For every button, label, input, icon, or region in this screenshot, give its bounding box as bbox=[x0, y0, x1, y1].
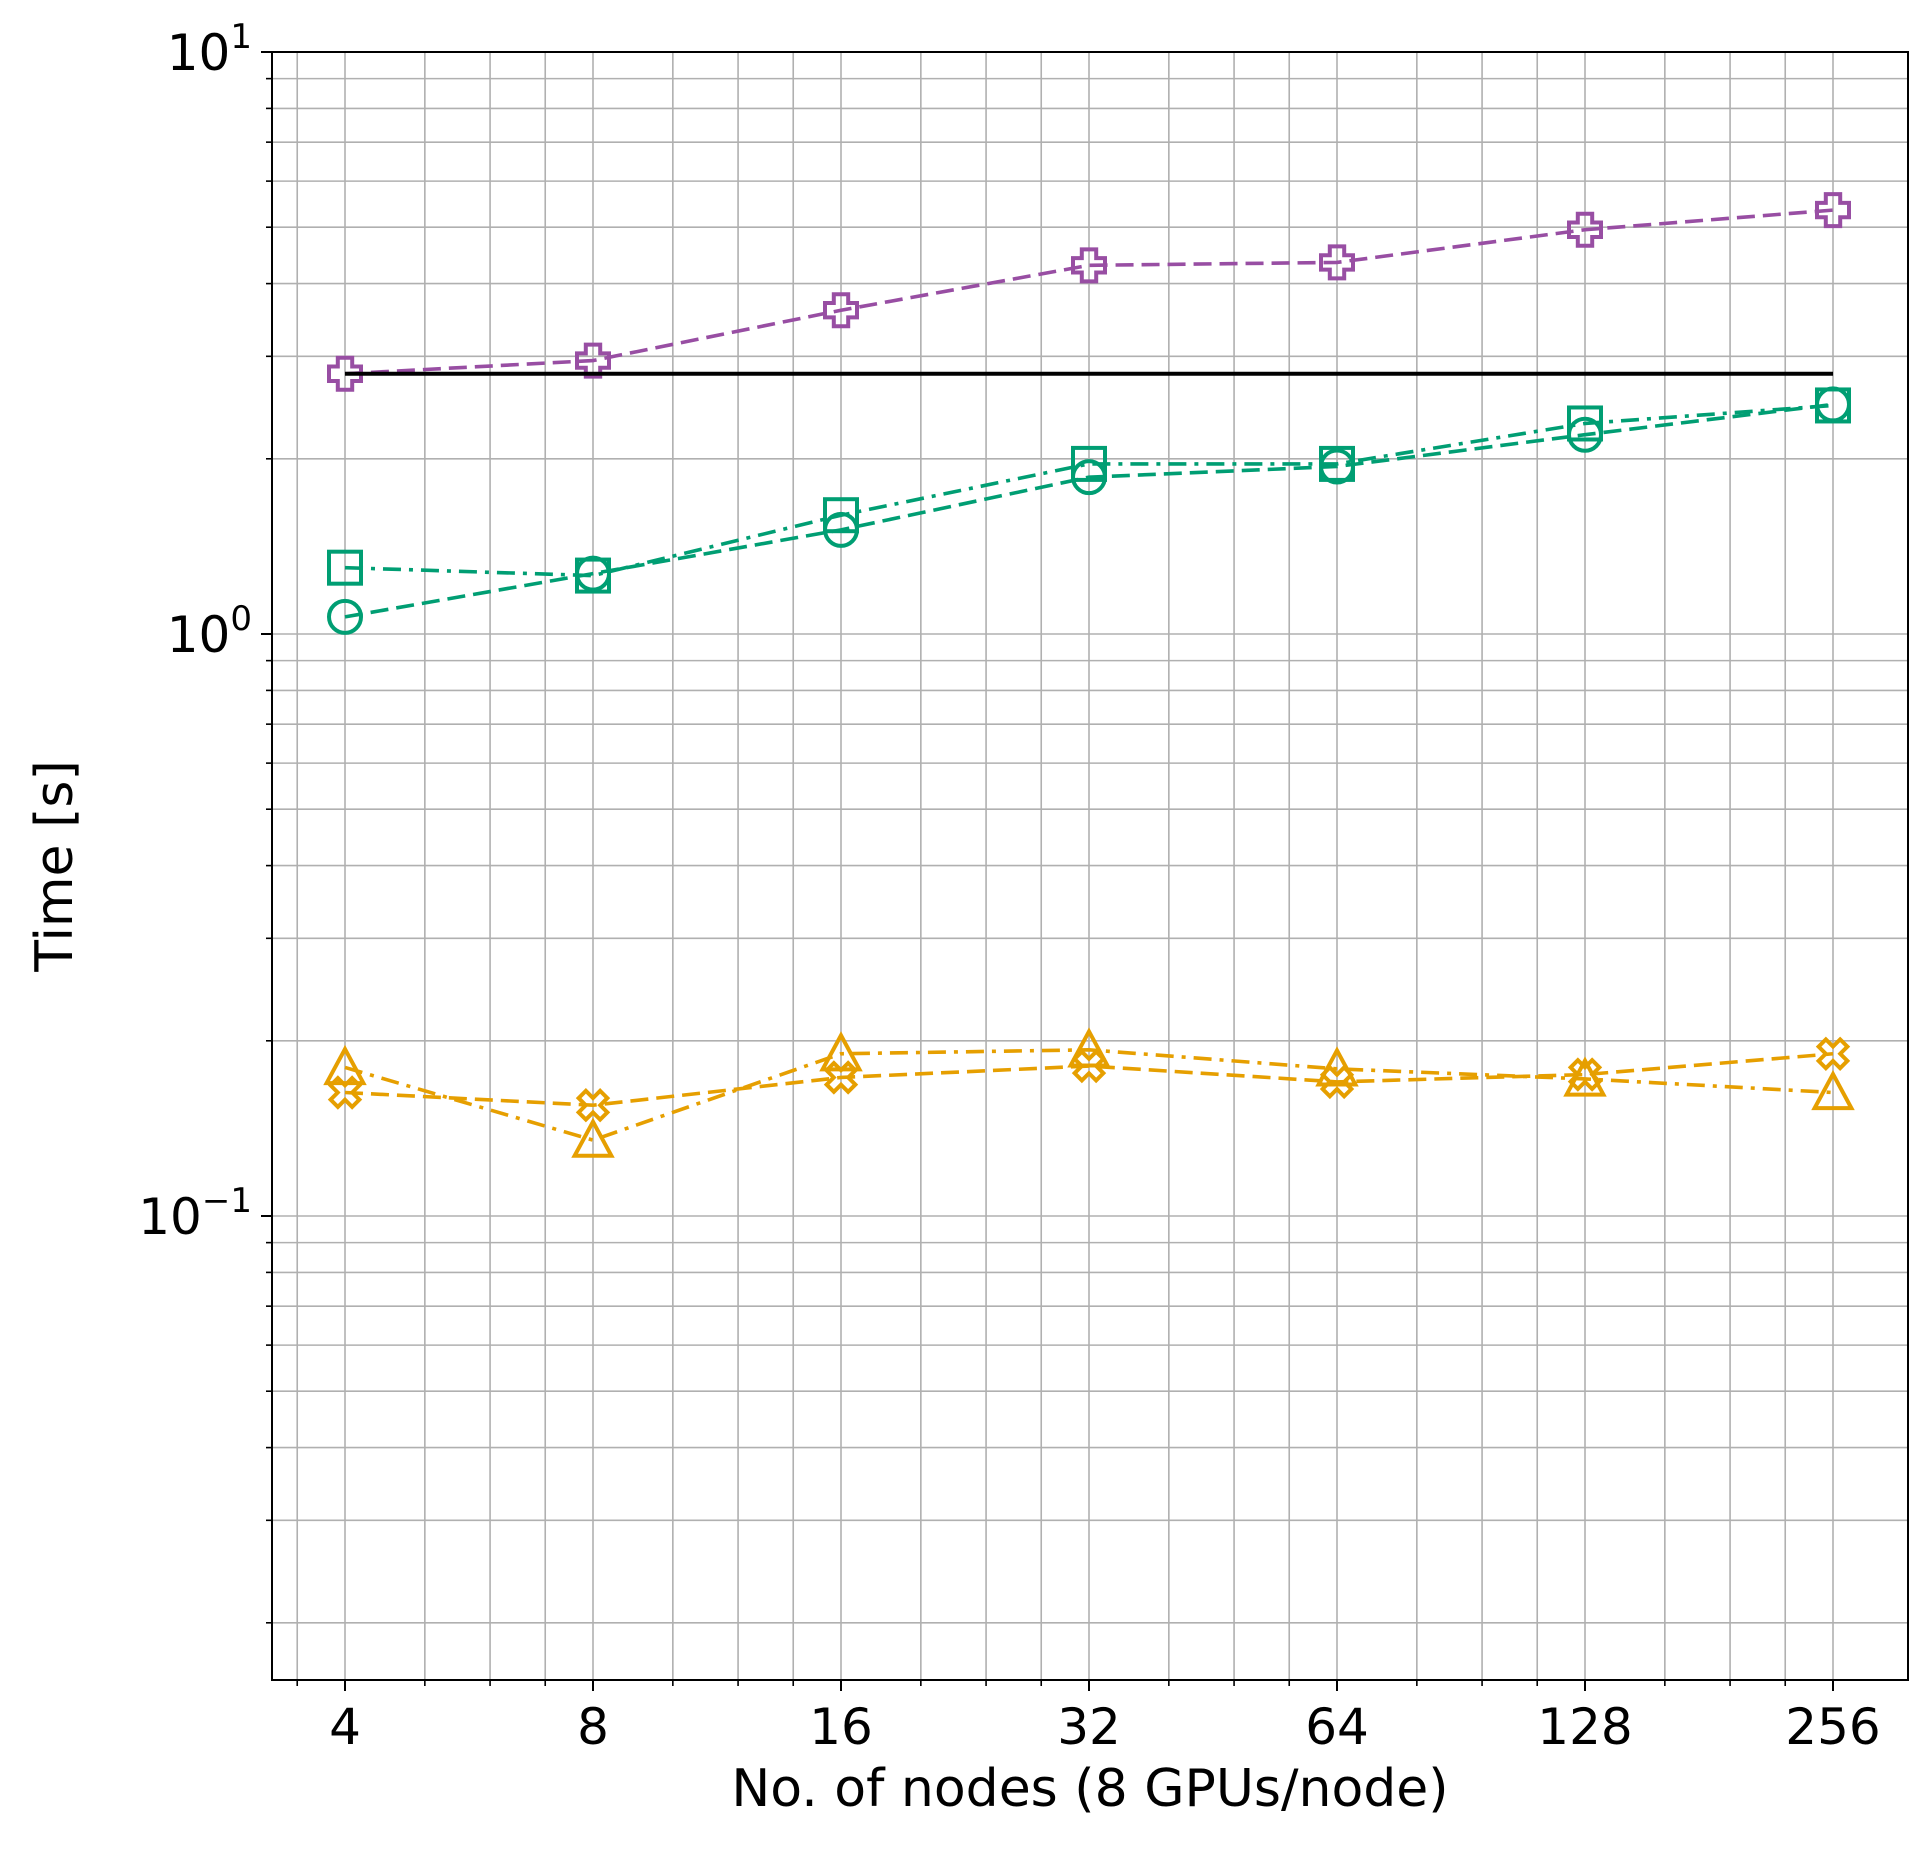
circle-marker bbox=[327, 598, 363, 635]
series-line bbox=[344, 402, 1834, 619]
series-line bbox=[344, 403, 1834, 578]
circle-marker bbox=[1567, 416, 1603, 453]
x-marker bbox=[1071, 1048, 1107, 1084]
x-tick-label: 16 bbox=[809, 1698, 873, 1756]
x-tick-label: 32 bbox=[1057, 1698, 1121, 1756]
triangle-marker bbox=[571, 1117, 615, 1158]
square-marker bbox=[1071, 445, 1107, 482]
x-marker bbox=[1815, 1036, 1851, 1071]
series-line bbox=[344, 208, 1834, 376]
grid-lines bbox=[272, 51, 1908, 1680]
triangle-marker bbox=[1067, 1027, 1111, 1068]
y-tick-label: 101 bbox=[167, 17, 252, 82]
x-tick-label: 8 bbox=[577, 1698, 609, 1756]
square-marker bbox=[1567, 405, 1603, 442]
plus-marker bbox=[823, 292, 859, 329]
x-tick-label: 256 bbox=[1785, 1698, 1880, 1756]
axis-ticks: 4 8 16 32 64 128 256 101 100 10−1 bbox=[138, 17, 1880, 1756]
circle-marker bbox=[1071, 459, 1107, 496]
circle-marker bbox=[1319, 448, 1355, 485]
plus-marker bbox=[1567, 211, 1603, 248]
series-3 bbox=[327, 386, 1851, 635]
x-marker bbox=[327, 1075, 363, 1110]
x-axis-label: No. of nodes (8 GPUs/node) bbox=[731, 1759, 1448, 1819]
y-tick-label: 10−1 bbox=[138, 1181, 252, 1246]
x-marker bbox=[1567, 1057, 1603, 1092]
y-tick-label: 100 bbox=[167, 599, 252, 664]
circle-marker bbox=[575, 555, 611, 592]
plus-marker bbox=[575, 342, 611, 379]
plus-marker bbox=[1815, 192, 1851, 229]
plus-marker bbox=[1071, 247, 1107, 284]
series-5 bbox=[327, 1036, 1851, 1123]
x-tick-label: 4 bbox=[329, 1698, 361, 1756]
circle-marker bbox=[823, 511, 859, 548]
series-line bbox=[344, 1048, 1834, 1143]
triangle-marker bbox=[1811, 1069, 1855, 1111]
x-tick-label: 128 bbox=[1537, 1698, 1632, 1756]
plus-marker bbox=[327, 355, 363, 392]
series-line bbox=[344, 1051, 1834, 1108]
x-marker bbox=[575, 1088, 611, 1123]
x-marker bbox=[823, 1060, 859, 1095]
square-marker bbox=[327, 549, 363, 586]
x-tick-label: 64 bbox=[1305, 1698, 1369, 1756]
x-marker bbox=[1319, 1064, 1355, 1100]
series-group bbox=[323, 192, 1855, 1158]
circle-marker bbox=[1815, 386, 1851, 423]
series-1 bbox=[327, 192, 1851, 392]
y-axis-label: Time [s] bbox=[25, 760, 85, 972]
plus-marker bbox=[1319, 244, 1355, 281]
